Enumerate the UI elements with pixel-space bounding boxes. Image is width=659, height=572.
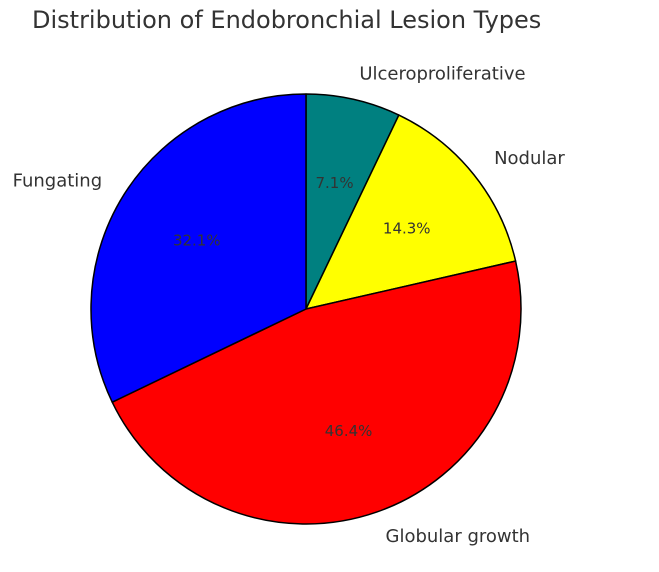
pie-slice-fungating (90, 93, 307, 403)
pct-label-ulceroproliferative: 7.1% (316, 174, 354, 192)
pct-label-fungating: 32.1% (173, 231, 221, 249)
slice-label-fungating: Fungating (13, 170, 103, 191)
slice-label-nodular: Nodular (494, 148, 565, 169)
pie-slice-globular-growth (111, 260, 522, 525)
pct-label-nodular: 14.3% (383, 219, 431, 237)
slice-label-globular-growth: Globular growth (386, 526, 531, 547)
pie-slice-nodular (305, 114, 517, 310)
slice-label-ulceroproliferative: Ulceroproliferative (359, 64, 525, 85)
pct-label-globular-growth: 46.4% (325, 422, 373, 440)
chart-title: Distribution of Endobronchial Lesion Typ… (32, 6, 542, 34)
